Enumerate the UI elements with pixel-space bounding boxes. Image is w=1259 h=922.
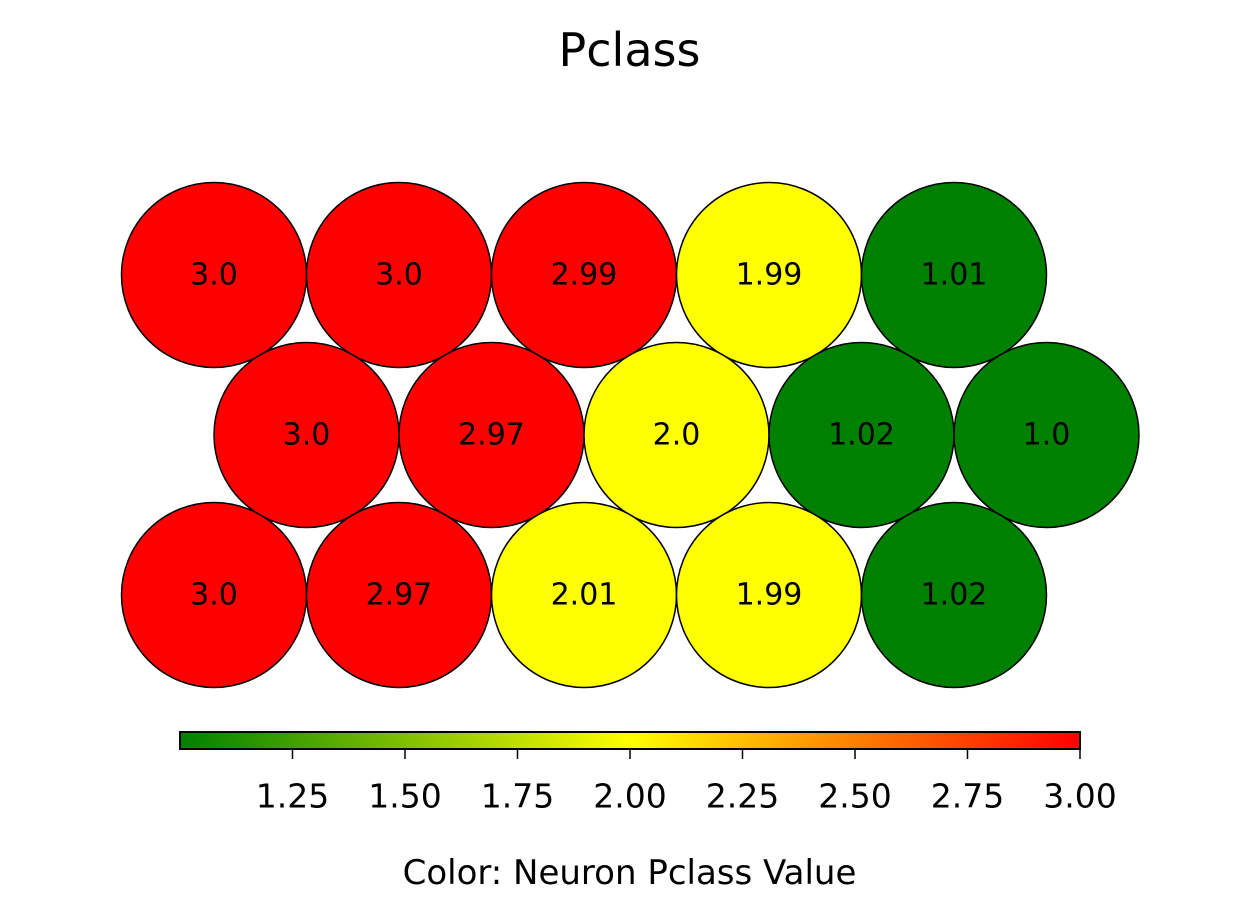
- colorbar-tick-label: 2.50: [818, 777, 891, 816]
- neuron-value-label: 1.99: [736, 578, 803, 613]
- neuron-grid: 3.0 3.0 2.99 1.99 1.01 3.0 2.97 2.0 1.02 1.0 3.0 2.…: [120, 181, 1140, 689]
- colorbar-tick-label: 1.50: [368, 777, 441, 816]
- colorbar-gradient: [179, 731, 1081, 750]
- neuron-value-label: 2.0: [653, 418, 701, 453]
- neuron-value-label: 3.0: [375, 258, 423, 293]
- neuron-value-label: 1.02: [921, 578, 988, 613]
- neuron-value-label: 2.97: [458, 418, 525, 453]
- neuron-value-label: 1.0: [1023, 418, 1071, 453]
- colorbar-tick-label: 1.25: [256, 777, 329, 816]
- colorbar-label: Color: Neuron Pclass Value: [402, 853, 857, 893]
- neuron-cell: [860, 181, 1048, 369]
- neuron-value-label: 1.02: [828, 418, 895, 453]
- colorbar-tick-label: 1.75: [481, 777, 554, 816]
- colorbar-tick-label: 2.00: [593, 777, 666, 816]
- neuron-value-label: 1.01: [921, 258, 988, 293]
- neuron-value-label: 2.99: [551, 258, 618, 293]
- neuron-value-label: 3.0: [190, 578, 238, 613]
- chart-title: Pclass: [558, 23, 701, 77]
- neuron-value-label: 2.97: [366, 578, 433, 613]
- neuron-value-label: 2.01: [551, 578, 618, 613]
- colorbar-tick-label: 3.00: [1043, 777, 1116, 816]
- colorbar: 1.25 1.50 1.75 2.00 2.25 2.50 2.75 3.00: [179, 731, 1117, 816]
- neuron-value-label: 3.0: [283, 418, 331, 453]
- neuron-value-label: 1.99: [736, 258, 803, 293]
- neuron-cell: [953, 341, 1140, 529]
- neuron-cell: [860, 501, 1048, 689]
- colorbar-tick-label: 2.25: [706, 777, 779, 816]
- colorbar-tick-label: 2.75: [931, 777, 1004, 816]
- neuron-value-label: 3.0: [190, 258, 238, 293]
